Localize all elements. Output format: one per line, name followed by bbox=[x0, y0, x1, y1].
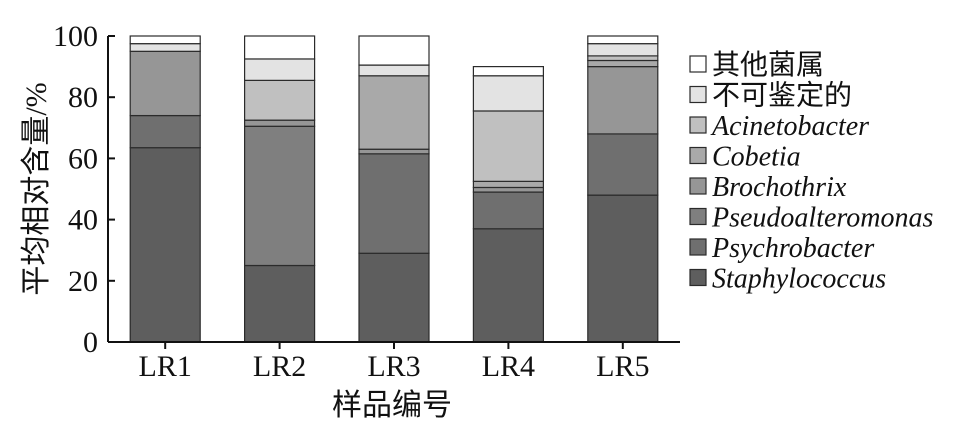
bar-segment-lr4-6 bbox=[472, 75, 544, 112]
bar-segment-lr3-0 bbox=[358, 252, 430, 343]
bar-segment-lr5-4 bbox=[587, 59, 659, 68]
legend-swatch bbox=[689, 85, 707, 104]
bar-segment-lr3-3 bbox=[358, 148, 430, 155]
bar-segment-lr2-0 bbox=[244, 264, 316, 343]
bar-segment-lr2-6 bbox=[244, 58, 316, 81]
legend-swatch bbox=[689, 55, 707, 73]
bar-segment-lr4-1 bbox=[472, 191, 544, 230]
x-tick-label: LR2 bbox=[253, 350, 306, 383]
bar-segment-lr3-6 bbox=[358, 64, 430, 77]
bar-segment-lr2-7 bbox=[244, 35, 316, 60]
bar-segment-lr5-3 bbox=[587, 65, 659, 135]
bar-segment-lr1-0 bbox=[129, 147, 201, 343]
legend-label: 不可鉴定的 bbox=[712, 80, 852, 112]
y-tick-label: 20 bbox=[68, 265, 98, 298]
bar-segment-lr3-4 bbox=[358, 75, 430, 150]
legend-swatch bbox=[689, 177, 707, 195]
legend-label: Psychrobacter bbox=[711, 233, 874, 264]
bar-segment-lr2-2 bbox=[244, 125, 316, 267]
x-tick-label: LR4 bbox=[482, 350, 535, 383]
bar-segment-lr4-5 bbox=[472, 110, 544, 182]
legend-swatch bbox=[689, 116, 707, 134]
bar-segment-lr1-1 bbox=[129, 114, 201, 149]
y-axis-title: 平均相对含量/% bbox=[20, 82, 53, 295]
legend-label: Pseudoalteromonas bbox=[711, 203, 933, 234]
legend-swatch bbox=[689, 207, 707, 226]
legend-label: Staphylococcus bbox=[712, 264, 886, 295]
bar-segment-lr3-7 bbox=[358, 35, 430, 66]
x-tick-label: LR1 bbox=[139, 350, 192, 383]
bar-segment-lr5-6 bbox=[587, 43, 659, 57]
y-tick-label: 40 bbox=[68, 204, 98, 237]
bar-segment-lr3-1 bbox=[358, 153, 430, 254]
legend-swatch bbox=[689, 268, 707, 287]
y-tick-label: 60 bbox=[68, 142, 98, 175]
bar-segment-lr1-7 bbox=[129, 35, 201, 45]
bar-segment-lr2-3 bbox=[244, 119, 316, 127]
legend-label: 其他菌属 bbox=[712, 49, 824, 81]
bar-segment-lr2-5 bbox=[244, 79, 316, 121]
bar-segment-lr5-5 bbox=[587, 55, 659, 62]
bar-segment-lr5-7 bbox=[587, 35, 659, 45]
legend-label: Brochothrix bbox=[712, 172, 847, 203]
y-tick-label: 100 bbox=[53, 20, 98, 53]
bar-segment-lr5-0 bbox=[587, 194, 659, 343]
x-axis-title: 样品编号 bbox=[332, 389, 452, 422]
legend-swatch bbox=[689, 238, 707, 256]
bar-segment-lr1-6 bbox=[129, 43, 201, 52]
y-tick-label: 80 bbox=[68, 81, 98, 114]
legend-label: Cobetia bbox=[712, 142, 801, 173]
y-tick-label: 0 bbox=[83, 326, 98, 359]
legend-label: Acinetobacter bbox=[710, 111, 869, 142]
bar-segment-lr4-0 bbox=[472, 228, 544, 343]
bar-segment-lr1-3 bbox=[129, 50, 201, 117]
bar-segment-lr4-7 bbox=[472, 65, 544, 77]
bar-segment-lr5-1 bbox=[587, 133, 659, 196]
x-tick-label: LR3 bbox=[367, 350, 420, 383]
bar-segment-lr4-3 bbox=[472, 186, 544, 193]
legend-swatch bbox=[689, 146, 707, 165]
bar-segment-lr4-4 bbox=[472, 180, 544, 189]
x-tick-label: LR5 bbox=[596, 350, 649, 383]
